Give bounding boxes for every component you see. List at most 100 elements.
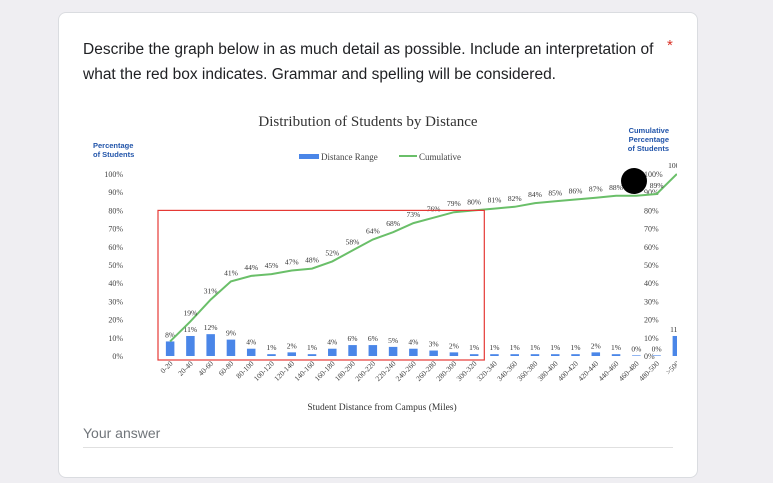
cumulative-label: 73%: [406, 210, 420, 219]
bar: [206, 334, 215, 356]
black-dot: [621, 168, 647, 194]
x-axis-categories: 0-20 20-40 40-60 60-8080-100100-120120-1401…: [158, 359, 677, 383]
bar: [469, 354, 479, 356]
bar-label: 0%: [631, 344, 641, 353]
bar-label: 9%: [226, 329, 236, 338]
cumulative-label: 41%: [224, 268, 238, 277]
y-tick-right: 0%: [644, 352, 655, 361]
bar-label: 1%: [571, 343, 581, 352]
cumulative-label: 84%: [528, 190, 542, 199]
question-text: Describe the graph below in as much deta…: [83, 41, 654, 83]
bar-label: 2%: [449, 341, 459, 350]
cumulative-label: 80%: [467, 197, 481, 206]
y-tick-left: 30%: [108, 297, 123, 306]
x-category-label: 400-420: [556, 359, 580, 383]
question-card: Describe the graph below in as much deta…: [58, 12, 698, 478]
legend-line-label: Cumulative: [419, 152, 461, 162]
cumulative-label: 87%: [589, 185, 603, 194]
bar-label: 1%: [469, 343, 479, 352]
cumulative-label: 47%: [285, 257, 299, 266]
answer-input[interactable]: Your answer: [83, 425, 161, 441]
x-category-label: 180-200: [333, 359, 357, 383]
bar: [186, 335, 195, 356]
right-axis-ticks: 0%10%20%30%40%50%60%70%80%90%100%: [644, 170, 663, 361]
bar-label: 1%: [550, 343, 560, 352]
cumulative-labels: 19% 31% 41% 44% 45% 47% 48% 52% 58% 64% 68% 73% 76% 7…: [184, 161, 677, 317]
cumulative-label: 76%: [427, 205, 441, 214]
cumulative-label: 31%: [204, 287, 218, 296]
bar-label: 6%: [368, 334, 378, 343]
x-category-label: 200-220: [353, 359, 377, 383]
y-tick-left: 20%: [108, 316, 123, 325]
cumulative-label: 68%: [386, 219, 400, 228]
cumulative-label: 88%: [609, 183, 623, 192]
bar: [510, 354, 519, 356]
y-tick-right: 30%: [644, 297, 659, 306]
bar: [632, 355, 641, 356]
cumulative-label: 85%: [548, 188, 562, 197]
bar-label: 1%: [489, 343, 499, 352]
bar-label: 12%: [204, 323, 218, 332]
x-category-label: 240-260: [394, 359, 418, 383]
y-tick-right: 10%: [644, 334, 659, 343]
cumulative-label: 45%: [265, 261, 279, 270]
cumulative-label: 48%: [305, 256, 319, 265]
y-tick-right: 20%: [644, 316, 659, 325]
x-category-label: 20-40: [176, 359, 195, 378]
bar-series: [165, 334, 677, 356]
bar: [652, 355, 661, 356]
x-category-label: >500: [664, 359, 677, 376]
y-tick-left: 40%: [108, 279, 123, 288]
bar-label: 2%: [287, 341, 297, 350]
cumulative-label: 86%: [569, 186, 583, 195]
x-category-label: 220-240: [373, 359, 397, 383]
x-category-label: 260-280: [414, 359, 438, 383]
bar-label: 5%: [388, 336, 398, 345]
bar-label: 1%: [510, 343, 520, 352]
x-category-label: 40-60: [196, 359, 215, 378]
bar-label: 1%: [530, 343, 540, 352]
cumulative-label: 64%: [366, 227, 380, 236]
bar: [571, 354, 580, 356]
right-axis-title: Cumulative Percentage of Students: [628, 126, 669, 153]
cumulative-line: [169, 173, 677, 343]
bar-label: 6%: [348, 334, 358, 343]
bar: [267, 354, 276, 356]
bar: [368, 345, 378, 356]
cumulative-label: 81%: [488, 196, 502, 205]
bar-label: 8%: [165, 330, 175, 339]
y-tick-right: 50%: [644, 261, 659, 270]
y-tick-left: 50%: [108, 261, 123, 270]
x-category-label: 280-300: [434, 359, 458, 383]
red-highlight-box: [157, 209, 485, 361]
y-tick-right: 60%: [644, 243, 659, 252]
x-category-label: 480-500: [637, 359, 661, 383]
x-category-label: 320-340: [475, 359, 499, 383]
x-axis-title: Student Distance from Campus (Miles): [307, 402, 456, 413]
bar-label: 4%: [246, 338, 256, 347]
bar: [591, 352, 601, 356]
left-axis-ticks: 0% 10% 20% 30% 40% 50% 60% 70% 80% 90% 100%: [104, 170, 123, 361]
bar-labels: 8% 11% 12% 9% 4% 1% 2% 1% 4% 6% 6% 5% 4% 3% 2% 1% 1% 1% 1%…: [165, 323, 677, 353]
x-category-label: 100-120: [252, 359, 276, 383]
x-category-label: 440-460: [596, 359, 620, 383]
left-axis-title: Percentage of Students: [93, 141, 134, 159]
cumulative-label: 82%: [508, 194, 522, 203]
bar-label: 0%: [652, 344, 662, 353]
bar: [348, 345, 357, 356]
x-category-label: 0-20: [158, 359, 174, 375]
bar: [449, 352, 459, 356]
y-tick-left: 60%: [108, 243, 123, 252]
bar-label: 3%: [429, 340, 439, 349]
x-category-label: 120-140: [272, 359, 296, 383]
legend-bar-label: Distance Range: [321, 152, 378, 162]
y-tick-right: 70%: [644, 225, 659, 234]
chart-title: Distribution of Students by Distance: [258, 114, 477, 130]
cumulative-label: 79%: [447, 199, 461, 208]
bar: [530, 354, 540, 356]
bar: [246, 348, 256, 356]
y-tick-right: 90%: [644, 188, 659, 197]
bar: [307, 354, 317, 356]
bar: [388, 346, 398, 356]
cumulative-label: 19%: [184, 308, 198, 317]
